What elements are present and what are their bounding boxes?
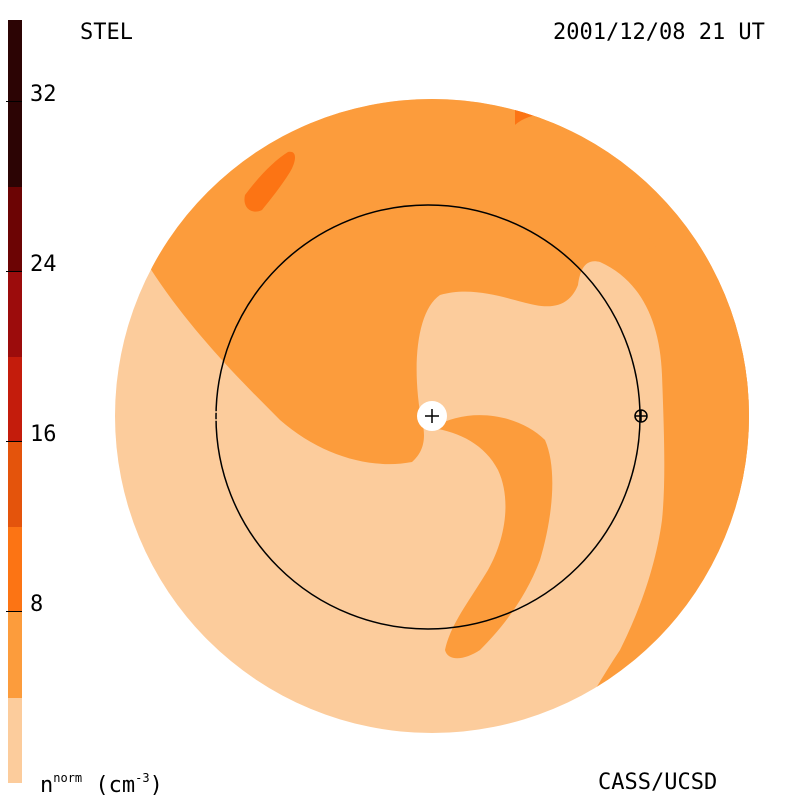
colorbar-segment-8 xyxy=(8,698,22,783)
colorbar-label-8: 8 xyxy=(30,592,44,617)
map-region-high-blob xyxy=(244,151,295,212)
colorbar-label-32: 32 xyxy=(30,82,57,107)
colorbar-units-label: nnorm (cm-3) xyxy=(40,771,163,798)
colorbar-segment-3 xyxy=(8,272,22,357)
colorbar-segment-2 xyxy=(8,187,22,272)
timestamp-label: 2001/12/08 21 UT xyxy=(553,20,765,45)
colorbar-tick-8 xyxy=(6,611,22,612)
colorbar-label-24: 24 xyxy=(30,252,57,277)
instrument-label: STEL xyxy=(80,20,133,45)
earth-orbit-circle xyxy=(215,204,641,630)
map-region-mid-upper xyxy=(115,99,749,720)
colorbar xyxy=(8,20,22,783)
sun-icon xyxy=(417,401,447,431)
colorbar-label-16: 16 xyxy=(30,422,57,447)
map-region-mid-inner-rim xyxy=(515,114,749,510)
credit-label: CASS/UCSD xyxy=(598,770,718,795)
colorbar-segment-1 xyxy=(8,20,22,187)
colorbar-segment-5 xyxy=(8,442,22,527)
earth-icon xyxy=(634,409,648,423)
colorbar-segment-7 xyxy=(8,612,22,698)
orbit-marker-left xyxy=(210,411,228,421)
colorbar-tick-32 xyxy=(6,101,22,102)
colorbar-segment-6 xyxy=(8,527,22,612)
colorbar-tick-16 xyxy=(6,441,22,442)
colorbar-tick-24 xyxy=(6,271,22,272)
colorbar-segment-4 xyxy=(8,357,22,442)
map-region-mid-arm xyxy=(432,415,553,659)
